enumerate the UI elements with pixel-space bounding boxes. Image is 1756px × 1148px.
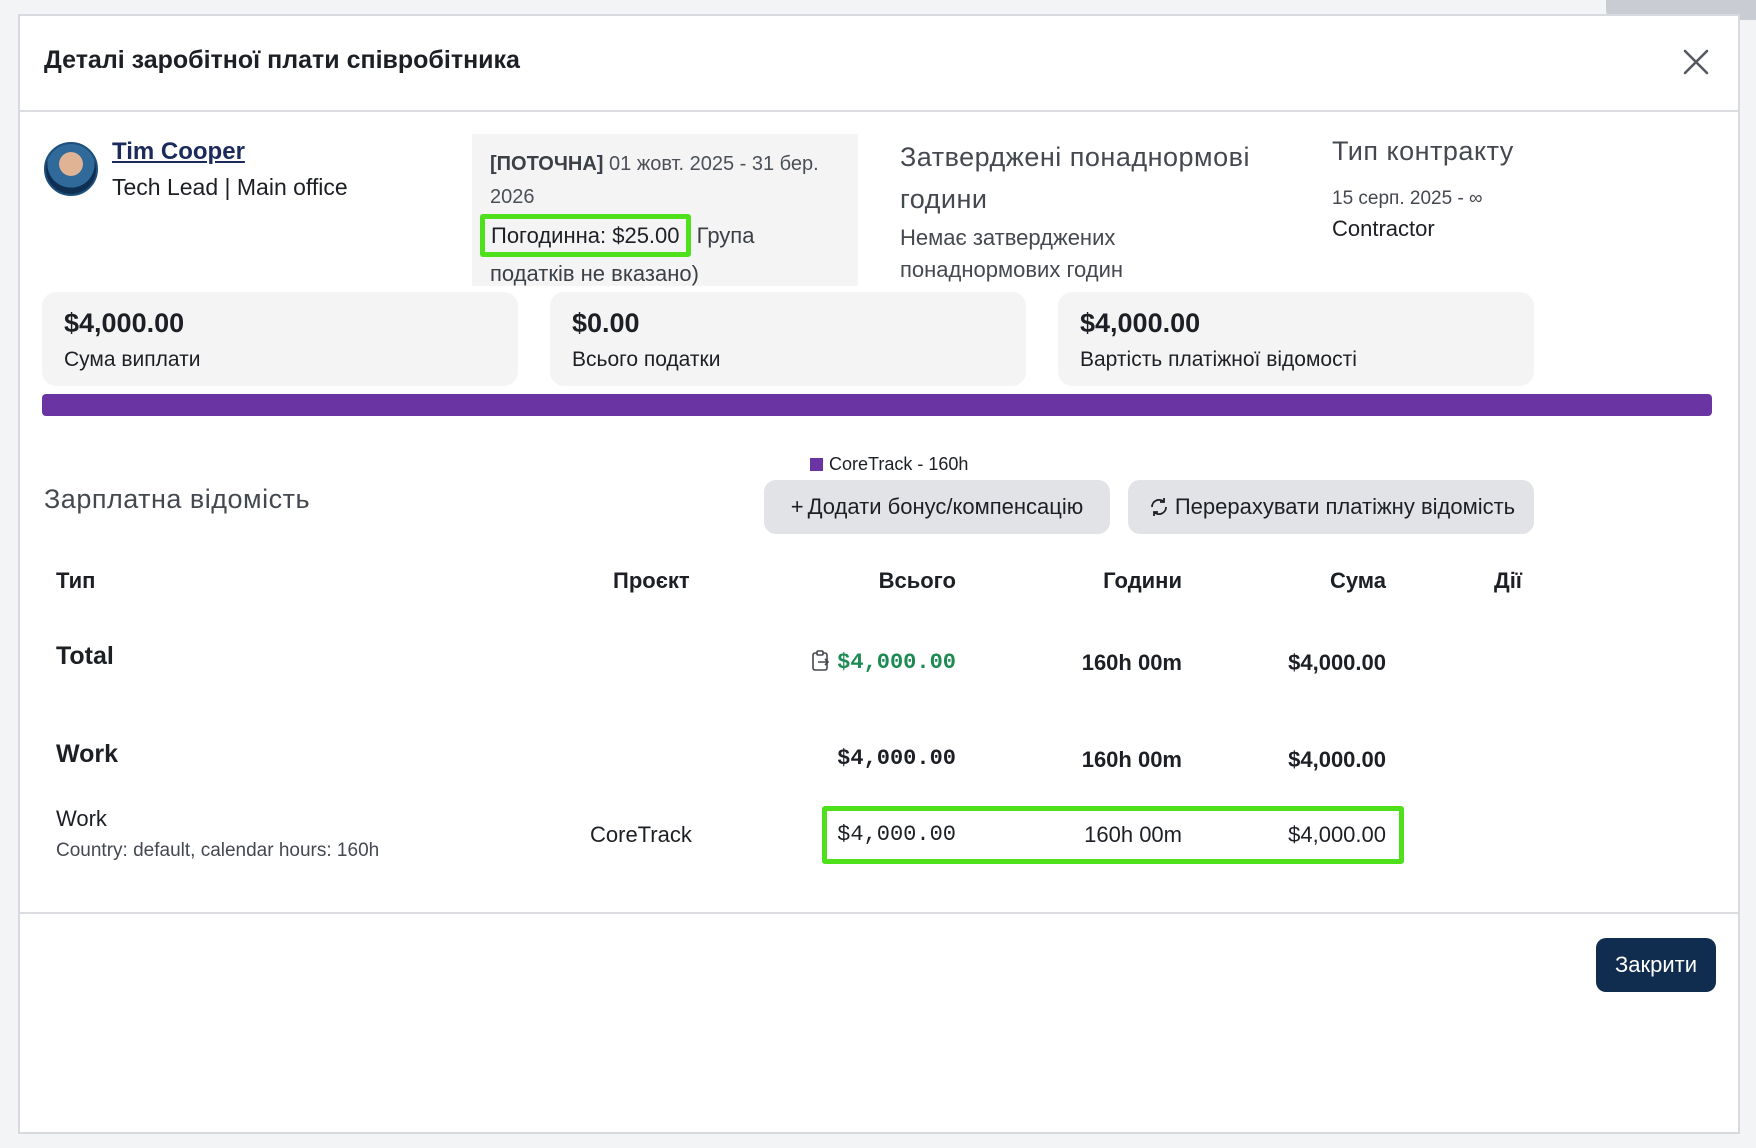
stat-card-payroll-cost: $4,000.00 Вартість платіжної відомості <box>1058 292 1534 386</box>
stat-label: Сума виплати <box>64 348 201 371</box>
background-sidebar <box>0 0 18 1148</box>
add-bonus-label: Додати бонус/компенсацію <box>807 494 1084 519</box>
refresh-icon <box>1147 494 1171 520</box>
payroll-section-title: Зарплатна відомість <box>44 484 311 514</box>
modal-header: Деталі заробітної плати співробітника <box>20 16 1738 112</box>
work-group-label: Work <box>56 740 119 768</box>
column-header-project: Проєкт <box>613 568 690 593</box>
clipboard-icon[interactable] <box>811 650 831 678</box>
rate-row: Погодинна: $25.00 Група податків не вказ… <box>480 214 840 290</box>
work-item-total: $4,000.00 <box>837 822 956 847</box>
add-bonus-button[interactable]: + Додати бонус/компенсацію <box>764 480 1110 534</box>
employee-name-link[interactable]: Tim Cooper <box>112 138 245 165</box>
period-status: [ПОТОЧНА] <box>490 153 604 175</box>
avatar <box>44 142 98 196</box>
stat-value: $0.00 <box>572 308 640 338</box>
stat-value: $4,000.00 <box>1080 308 1201 338</box>
overtime-text: Немає затверджених понаднормових годин <box>900 225 1124 282</box>
period-range-text: [ПОТОЧНА] 01 жовт. 2025 - 31 бер. 2026 <box>490 148 830 214</box>
work-item-hours: 160h 00m <box>1084 822 1182 847</box>
stat-card-taxes: $0.00 Всього податки <box>550 292 1026 386</box>
column-header-type: Тип <box>56 568 96 593</box>
contract-dates: 15 серп. 2025 - ∞ <box>1332 188 1483 209</box>
work-item-label: Work <box>56 806 107 831</box>
legend-label: CoreTrack - 160h <box>829 454 969 474</box>
period-range: 01 жовт. 2025 - 31 бер. 2026 <box>490 153 819 208</box>
legend-swatch <box>810 458 823 471</box>
total-row-label: Total <box>56 642 114 670</box>
highlight-box <box>822 806 1404 864</box>
hourly-rate: Погодинна: $25.00 <box>480 214 691 257</box>
contract-type: Contractor <box>1332 216 1435 241</box>
work-group-hours: 160h 00m <box>1081 747 1182 772</box>
stat-value: $4,000.00 <box>64 308 185 338</box>
plus-icon: + <box>790 494 804 519</box>
project-allocation-bar <box>42 394 1712 416</box>
payroll-details-modal: Деталі заробітної плати співробітника Ti… <box>18 14 1740 1134</box>
stat-label: Всього податки <box>572 348 721 371</box>
column-header-amount: Сума <box>1329 568 1386 593</box>
recalculate-label: Перерахувати платіжну відомість <box>1174 494 1516 519</box>
close-button[interactable]: Закрити <box>1596 938 1716 992</box>
work-item-subtext: Country: default, calendar hours: 160h <box>56 840 380 861</box>
stat-card-payout: $4,000.00 Сума виплати <box>42 292 518 386</box>
total-row-amount: $4,000.00 <box>1288 650 1386 675</box>
contract-title: Тип контракту <box>1332 136 1514 166</box>
work-item-project: CoreTrack <box>590 822 692 847</box>
column-header-hours: Години <box>1103 568 1182 593</box>
allocation-legend: CoreTrack - 160h <box>810 454 968 475</box>
stat-label: Вартість платіжної відомості <box>1080 348 1357 371</box>
column-header-actions: Дії <box>1494 568 1522 593</box>
close-icon[interactable] <box>1676 42 1716 82</box>
tax-group: Група податків не вказано) <box>490 223 755 286</box>
total-row-total: $4,000.00 <box>806 648 956 678</box>
recalculate-button[interactable]: Перерахувати платіжну відомість <box>1128 480 1534 534</box>
work-group-total: $4,000.00 <box>837 746 956 771</box>
total-row-hours: 160h 00m <box>1081 650 1182 675</box>
work-group-amount: $4,000.00 <box>1288 747 1386 772</box>
overtime-title: Затверджені понаднормові години <box>900 142 1250 214</box>
column-header-total: Всього <box>878 568 956 593</box>
modal-title: Деталі заробітної плати співробітника <box>44 46 520 74</box>
employee-role: Tech Lead | Main office <box>112 174 348 200</box>
work-item-amount: $4,000.00 <box>1288 822 1386 847</box>
pay-period-card: [ПОТОЧНА] 01 жовт. 2025 - 31 бер. 2026 П… <box>472 134 858 286</box>
total-row-total-value: $4,000.00 <box>837 650 956 675</box>
footer-divider <box>20 912 1738 914</box>
